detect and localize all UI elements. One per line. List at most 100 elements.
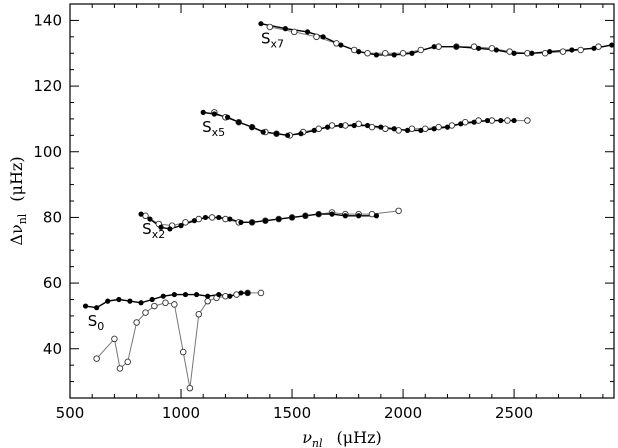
x-tick-label: 2500 — [495, 404, 533, 422]
series-open-line — [96, 292, 261, 389]
filled-point — [171, 291, 177, 298]
filled-point — [211, 111, 217, 117]
filled-point — [304, 29, 311, 35]
y-axis-symbol: Δν — [7, 224, 26, 245]
filled-point — [409, 50, 415, 56]
filled-point — [458, 121, 464, 127]
filled-point — [245, 290, 251, 296]
open-point — [151, 302, 158, 310]
filled-point — [205, 293, 211, 299]
x-axis-unit: (μHz) — [337, 428, 382, 447]
filled-point — [444, 124, 451, 130]
filled-point — [262, 218, 268, 224]
open-point — [417, 46, 425, 54]
open-point — [208, 214, 216, 221]
filled-point — [356, 49, 362, 55]
filled-point — [94, 305, 100, 311]
y-axis-ticks: 40 60 80 100 120 140 — [33, 3, 614, 383]
open-point — [313, 33, 320, 41]
filled-point — [356, 213, 362, 219]
filled-point — [147, 216, 153, 222]
series-label: S0 — [88, 312, 105, 333]
filled-point — [227, 293, 233, 299]
filled-point — [178, 223, 184, 229]
open-point — [179, 348, 187, 356]
filled-point — [484, 117, 491, 124]
filled-point — [193, 291, 200, 298]
filled-point — [431, 44, 437, 50]
open-point — [577, 46, 584, 54]
y-tick-label: 100 — [33, 143, 62, 161]
filled-point — [529, 50, 535, 56]
filled-point — [282, 26, 288, 32]
filled-point — [236, 119, 242, 125]
filled-point — [342, 213, 348, 219]
series-label-subscript: x7 — [270, 37, 284, 50]
filled-point — [127, 298, 133, 304]
open-point — [111, 335, 118, 343]
filled-point — [316, 211, 322, 217]
y-tick-label: 140 — [33, 11, 62, 29]
filled-point — [200, 109, 206, 115]
y-axis-label: Δνnl (μHz) — [7, 156, 29, 245]
filled-point — [391, 126, 397, 132]
filled-point — [249, 219, 255, 225]
x-tick-label: 2000 — [384, 404, 422, 422]
filled-point — [418, 127, 424, 134]
series-1 — [82, 289, 265, 392]
open-point — [382, 50, 389, 57]
filled-point — [511, 117, 517, 124]
open-point — [124, 358, 131, 366]
filled-point — [364, 122, 371, 129]
open-point — [93, 355, 100, 362]
filled-point — [158, 224, 164, 230]
open-point — [559, 48, 567, 55]
filled-point — [378, 124, 384, 130]
open-point — [257, 289, 265, 297]
filled-point — [338, 42, 344, 48]
filled-point — [569, 47, 575, 53]
x-tick-label: 1000 — [162, 404, 200, 422]
filled-point — [475, 45, 482, 51]
series-label-main: S — [142, 220, 152, 238]
x-axis-ticks: 500 1000 1500 2000 2500 — [56, 4, 604, 422]
filled-point — [373, 52, 380, 58]
series-label: Sx2 — [142, 220, 165, 241]
open-point — [504, 117, 511, 124]
filled-point — [82, 303, 89, 309]
series-label-subscript: x5 — [212, 126, 226, 139]
filled-point — [249, 124, 255, 130]
filled-point — [324, 124, 331, 130]
filled-point — [404, 127, 411, 134]
filled-point — [105, 298, 111, 304]
filled-point — [289, 214, 295, 221]
series-layer — [82, 21, 615, 392]
open-point — [524, 117, 531, 124]
filled-point — [116, 296, 122, 303]
filled-point — [320, 34, 326, 40]
x-tick-label: 500 — [56, 404, 85, 422]
y-axis-subscript: nl — [16, 213, 29, 224]
filled-point — [216, 214, 222, 221]
open-point — [116, 365, 124, 372]
open-point — [133, 319, 140, 326]
open-point — [195, 311, 203, 318]
series-filled-line — [140, 213, 377, 230]
filled-point — [285, 132, 291, 138]
y-tick-label: 120 — [33, 77, 62, 95]
filled-point — [338, 122, 344, 129]
filled-point — [511, 50, 517, 56]
open-point — [364, 50, 371, 57]
open-point — [395, 207, 402, 215]
open-point — [171, 301, 178, 308]
open-point — [142, 309, 149, 316]
series-label-subscript: 0 — [97, 320, 104, 333]
series-3 — [200, 109, 531, 139]
open-point — [162, 299, 169, 307]
filled-point — [471, 119, 477, 125]
filled-point — [311, 127, 317, 134]
filled-point — [138, 211, 144, 217]
filled-point — [373, 213, 380, 219]
